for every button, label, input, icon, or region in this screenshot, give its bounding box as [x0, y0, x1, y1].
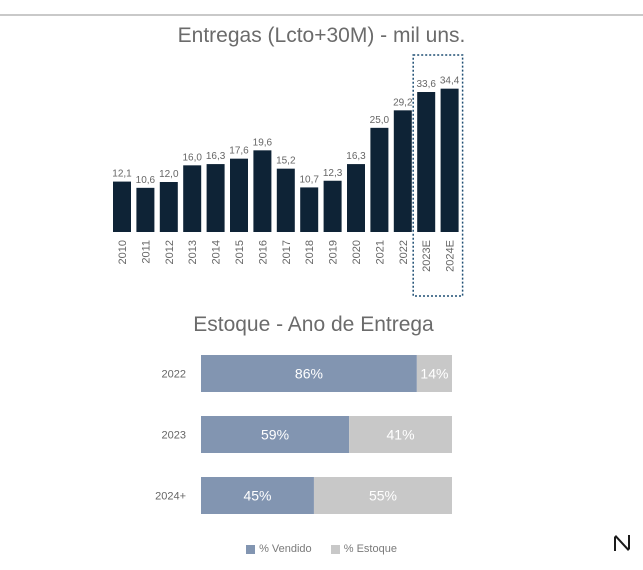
x-tick-2024E: 2024E [445, 240, 457, 272]
inventory-stacked-bar-chart: 2022 86% 14% 2023 59% 41% 2024+ 45% 55% [155, 355, 452, 514]
value-label-2024E: 34,4 [440, 76, 460, 87]
segment-estoque-2023 [349, 416, 452, 453]
n-brand-logo-icon [614, 535, 630, 551]
segment-label-estoque-2023: 41% [387, 427, 415, 443]
legend-swatch-estoque [330, 544, 340, 554]
x-tick-2011: 2011 [140, 240, 152, 264]
x-tick-2018: 2018 [304, 240, 316, 264]
segment-label-vendido-2022: 86% [295, 366, 323, 382]
x-tick-2022: 2022 [398, 240, 410, 264]
y-tick-2022: 2022 [162, 369, 186, 381]
x-tick-2023E: 2023E [421, 240, 433, 272]
value-label-2021: 25,0 [370, 115, 390, 126]
segment-label-estoque-2022: 14% [420, 366, 448, 382]
x-tick-2016: 2016 [257, 240, 269, 264]
bar-2015 [230, 158, 248, 232]
x-tick-2014: 2014 [211, 240, 223, 264]
value-label-2011: 10,6 [136, 175, 156, 186]
x-tick-2020: 2020 [351, 240, 363, 264]
top-divider [0, 0, 643, 16]
legend-label-vendido: % Vendido [259, 543, 312, 555]
bar-2022 [393, 110, 412, 232]
y-tick-2023: 2023 [162, 430, 186, 442]
x-tick-2013: 2013 [187, 240, 199, 264]
x-tick-2010: 2010 [117, 240, 129, 264]
segment-label-vendido-2024+: 45% [243, 488, 271, 504]
bar-2014 [206, 164, 225, 232]
bar-2013 [183, 165, 202, 232]
value-label-2014: 16,3 [206, 151, 226, 162]
value-label-2015: 17,6 [229, 146, 249, 157]
stacked-chart-legend: % Vendido % Estoque [0, 543, 643, 555]
bar-2018 [300, 187, 319, 232]
value-label-2012: 12,0 [159, 169, 179, 180]
bar-chart-title: Entregas (Lcto+30M) - mil uns. [177, 24, 466, 47]
stacked-chart-title: Estoque - Ano de Entrega [193, 313, 434, 336]
segment-vendido-2022 [201, 355, 417, 392]
x-tick-2012: 2012 [164, 240, 176, 264]
value-label-2017: 15,2 [276, 156, 296, 167]
segment-label-estoque-2024+: 55% [369, 488, 397, 504]
x-tick-2021: 2021 [374, 240, 386, 264]
bar-2012 [159, 182, 178, 232]
bar-2010 [113, 181, 131, 232]
segment-estoque-2024+ [313, 477, 452, 514]
forecast-highlight-box [412, 54, 464, 297]
legend-item-estoque: % Estoque [330, 543, 397, 555]
bar-2016 [253, 150, 272, 232]
segment-vendido-2023 [201, 416, 350, 453]
bar-2021 [370, 127, 389, 232]
value-label-2016: 19,6 [253, 137, 273, 148]
value-label-2020: 16,3 [346, 151, 366, 162]
y-tick-2024+: 2024+ [155, 491, 186, 503]
value-label-2013: 16,0 [182, 152, 202, 163]
bar-2011 [136, 187, 155, 232]
bar-2019 [323, 180, 342, 232]
legend-item-vendido: % Vendido [246, 543, 315, 555]
bar-2024E [440, 88, 459, 233]
value-label-2023E: 33,6 [416, 79, 436, 90]
value-label-2019: 12,3 [323, 168, 343, 179]
x-tick-2019: 2019 [328, 240, 340, 264]
segment-vendido-2024+ [201, 477, 314, 514]
x-tick-2017: 2017 [281, 240, 293, 264]
bar-2020 [347, 164, 365, 232]
legend-swatch-vendido [246, 544, 256, 554]
x-tick-2015: 2015 [234, 240, 246, 264]
value-label-2018: 10,7 [299, 174, 319, 185]
bar-2023E [417, 92, 436, 232]
deliveries-bar-chart: 12,1 2010 10,6 2011 12,0 2012 16,0 2013 16,3 2014… [112, 54, 464, 297]
value-label-2010: 12,1 [112, 169, 132, 180]
bar-2017 [276, 168, 295, 232]
value-label-2022: 29,2 [393, 97, 413, 108]
segment-label-vendido-2023: 59% [261, 427, 289, 443]
legend-label-estoque: % Estoque [343, 543, 397, 555]
segment-estoque-2022 [416, 355, 452, 392]
